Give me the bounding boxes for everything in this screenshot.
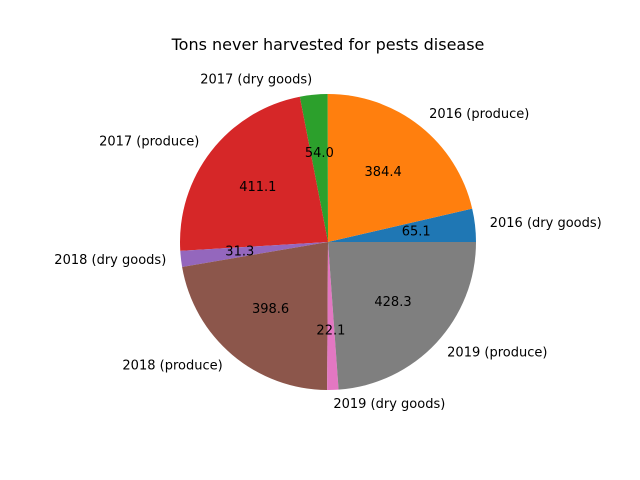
slice-label-2019-dry-goods: 2019 (dry goods)	[333, 397, 445, 412]
slice-label-2016-dry-goods: 2016 (dry goods)	[490, 216, 602, 231]
pie-slices	[180, 94, 476, 391]
pie-slice-2017-dry-goods	[299, 94, 328, 242]
slice-label-2017-produce: 2017 (produce)	[99, 135, 199, 150]
pie-slice-2018-dry-goods	[180, 242, 328, 267]
slice-value-2017-produce: 411.1	[239, 180, 276, 195]
pie-slice-2016-dry-goods	[328, 208, 476, 242]
pie-slice-2017-produce	[180, 96, 328, 251]
pie-slice-2019-dry-goods	[327, 242, 339, 391]
slice-label-2018-produce: 2018 (produce)	[122, 359, 222, 374]
slice-value-2016-produce: 384.4	[365, 165, 402, 180]
slice-value-2017-dry-goods: 54.0	[305, 146, 334, 161]
slice-label-2018-dry-goods: 2018 (dry goods)	[54, 253, 166, 268]
slice-label-2016-produce: 2016 (produce)	[429, 107, 529, 122]
pie-slice-2018-produce	[182, 242, 328, 390]
slice-value-2019-dry-goods: 22.1	[316, 323, 345, 338]
slice-value-2018-dry-goods: 31.3	[225, 245, 254, 260]
slice-value-2018-produce: 398.6	[252, 302, 289, 317]
chart-title: Tons never harvested for pests disease	[171, 35, 485, 54]
pie-slice-2019-produce	[328, 242, 476, 390]
slice-value-2019-produce: 428.3	[374, 295, 411, 310]
pie-labels: 2016 (dry goods) 65.1 2016 (produce) 384.4 2…	[54, 72, 601, 412]
slice-label-2017-dry-goods: 2017 (dry goods)	[200, 72, 312, 87]
slice-value-2016-dry-goods: 65.1	[402, 224, 431, 239]
slice-label-2019-produce: 2019 (produce)	[447, 345, 547, 360]
pie-slice-2016-produce	[327, 94, 473, 243]
